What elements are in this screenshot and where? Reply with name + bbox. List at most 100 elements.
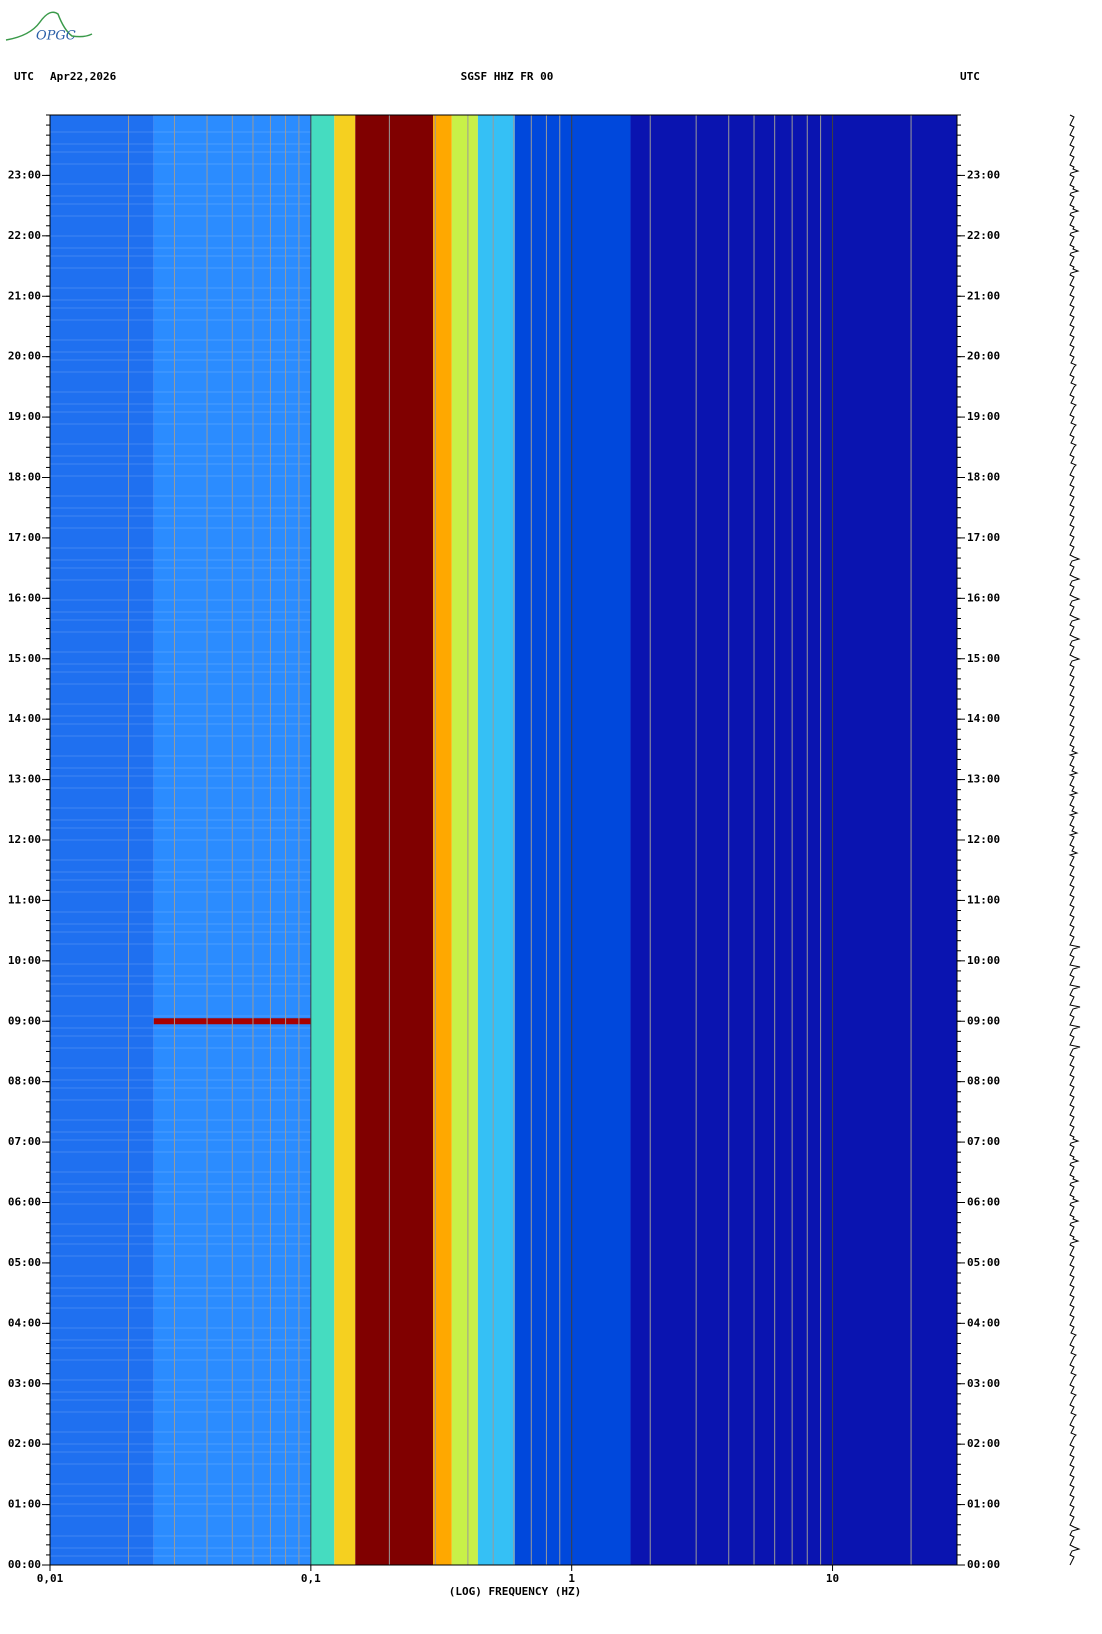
y-tick-label: 06:00 <box>8 1196 41 1209</box>
texture-stripe <box>50 1079 311 1081</box>
spectral-band <box>310 115 335 1565</box>
y-tick-label: 23:00 <box>967 168 1000 181</box>
texture-stripe <box>50 1347 311 1349</box>
texture-stripe <box>50 599 311 601</box>
texture-stripe <box>50 1203 311 1205</box>
y-tick-label: 15:00 <box>967 652 1000 665</box>
texture-stripe <box>50 1495 311 1497</box>
texture-stripe <box>50 879 311 881</box>
texture-stripe <box>50 807 311 809</box>
spectral-band <box>514 115 631 1565</box>
seismogram-trace <box>1068 114 1081 1566</box>
texture-stripe <box>50 267 311 269</box>
texture-stripe <box>50 403 311 405</box>
texture-stripe <box>50 195 311 197</box>
texture-stripe <box>50 391 311 393</box>
logo: OPGC <box>36 29 76 44</box>
texture-stripe <box>50 463 311 465</box>
y-tick-label: 11:00 <box>967 893 1000 906</box>
texture-stripe <box>50 943 311 945</box>
y-tick-label: 18:00 <box>967 471 1000 484</box>
texture-stripe <box>50 339 311 341</box>
texture-stripe <box>50 1275 311 1277</box>
texture-stripe <box>50 827 311 829</box>
texture-stripe <box>50 1555 311 1557</box>
texture-stripe <box>50 151 311 153</box>
texture-stripe <box>50 1307 311 1309</box>
texture-stripe <box>50 1255 311 1257</box>
y-tick-label: 23:00 <box>8 168 41 181</box>
texture-stripe <box>50 247 311 249</box>
texture-stripe <box>50 859 311 861</box>
y-tick-label: 22:00 <box>8 229 41 242</box>
texture-stripe <box>50 1463 311 1465</box>
x-tick-label: 0,01 <box>37 1572 64 1585</box>
texture-stripe <box>50 203 311 205</box>
y-tick-label: 13:00 <box>967 773 1000 786</box>
logo-curve <box>5 11 93 41</box>
y-tick-label: 21:00 <box>8 289 41 302</box>
x-axis-label: (LOG) FREQUENCY (HZ) <box>449 1585 581 1598</box>
texture-stripe <box>50 983 311 985</box>
x-tick-label: 1 <box>568 1572 575 1585</box>
y-tick-label: 14:00 <box>8 712 41 725</box>
texture-stripe <box>50 1547 311 1549</box>
texture-stripe <box>50 911 311 913</box>
texture-stripe <box>50 1243 311 1245</box>
y-tick-label: 20:00 <box>967 350 1000 363</box>
texture-stripe <box>50 775 311 777</box>
texture-stripe <box>50 1119 311 1121</box>
texture-stripe <box>50 1411 311 1413</box>
texture-stripe <box>50 1339 311 1341</box>
texture-stripe <box>50 975 311 977</box>
texture-stripe <box>50 287 311 289</box>
texture-stripe <box>50 1503 311 1505</box>
texture-stripe <box>50 319 311 321</box>
x-tick-label: 0,1 <box>301 1572 321 1585</box>
texture-stripe <box>50 495 311 497</box>
texture-stripe <box>50 723 311 725</box>
y-tick-label: 14:00 <box>967 712 1000 725</box>
y-tick-label: 06:00 <box>967 1196 1000 1209</box>
texture-stripe <box>50 351 311 353</box>
spectral-band <box>630 115 957 1565</box>
texture-stripe <box>50 1191 311 1193</box>
spectral-band <box>451 115 478 1565</box>
texture-stripe <box>50 1171 311 1173</box>
texture-stripe <box>50 1131 311 1133</box>
texture-stripe <box>50 1223 311 1225</box>
texture-stripe <box>50 411 311 413</box>
texture-stripe <box>50 1359 311 1361</box>
y-tick-label: 00:00 <box>967 1558 1000 1571</box>
texture-stripe <box>50 475 311 477</box>
texture-stripe <box>50 1235 311 1237</box>
y-tick-label: 18:00 <box>8 471 41 484</box>
texture-stripe <box>50 1295 311 1297</box>
timezone-left: UTC <box>14 70 34 83</box>
y-tick-label: 13:00 <box>8 773 41 786</box>
y-tick-label: 10:00 <box>8 954 41 967</box>
y-tick-label: 22:00 <box>967 229 1000 242</box>
texture-stripe <box>50 1287 311 1289</box>
y-tick-label: 19:00 <box>967 410 1000 423</box>
texture-stripe <box>50 923 311 925</box>
spectral-band <box>477 115 515 1565</box>
y-tick-label: 16:00 <box>967 591 1000 604</box>
texture-stripe <box>50 891 311 893</box>
y-tick-label: 01:00 <box>967 1498 1000 1511</box>
texture-stripe <box>50 567 311 569</box>
texture-stripe <box>50 163 311 165</box>
texture-stripe <box>50 307 311 309</box>
spectral-band <box>50 115 154 1565</box>
texture-stripe <box>50 507 311 509</box>
texture-stripe <box>50 611 311 613</box>
texture-stripe <box>50 1379 311 1381</box>
texture-stripe <box>50 767 311 769</box>
y-tick-label: 00:00 <box>8 1558 41 1571</box>
y-tick-label: 08:00 <box>967 1075 1000 1088</box>
texture-stripe <box>50 515 311 517</box>
texture-stripe <box>50 755 311 757</box>
texture-stripe <box>50 183 311 185</box>
texture-stripe <box>50 703 311 705</box>
